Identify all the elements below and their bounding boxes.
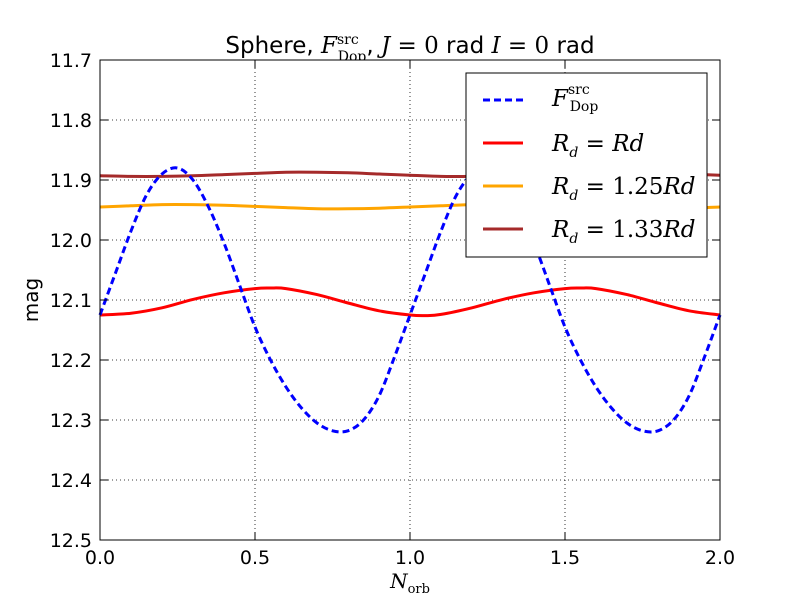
axis-ticks xyxy=(99,59,721,541)
series-rd-line xyxy=(99,286,721,318)
x-tick-label: 1.0 xyxy=(395,547,425,569)
y-tick-label: 12.3 xyxy=(50,410,92,432)
y-tick-label: 12.4 xyxy=(50,470,92,492)
legend-box xyxy=(465,72,708,258)
legend: Fsrc Dop Rd = Rd Rd = 1.25Rd Rd = 1.33Rd xyxy=(465,72,708,258)
legend-label-fdop: Fsrc Dop xyxy=(551,82,598,115)
tick-labels: 0.0 0.5 1.0 1.5 2.0 11.7 11.8 11.9 12.0 12.1 12.2 1… xyxy=(50,50,735,569)
x-tick-label: 0.5 xyxy=(240,547,270,569)
y-tick-label: 12.0 xyxy=(50,230,92,252)
legend-label-rd: Rd = Rd xyxy=(551,131,644,161)
y-axis-label: mag xyxy=(19,278,43,322)
y-tick-label: 11.8 xyxy=(50,110,92,132)
y-tick-label: 12.1 xyxy=(50,290,92,312)
y-tick-label: 12.2 xyxy=(50,350,92,372)
x-tick-label: 1.5 xyxy=(550,547,580,569)
y-tick-label: 11.9 xyxy=(50,170,92,192)
legend-label-rd133: Rd = 1.33Rd xyxy=(551,217,695,247)
series-fdop-line xyxy=(98,166,722,434)
x-tick-label: 0.0 xyxy=(85,547,115,569)
y-tick-label: 12.5 xyxy=(50,530,92,552)
x-tick-label: 2.0 xyxy=(705,547,735,569)
x-axis-label: Norb xyxy=(389,569,430,597)
y-tick-label: 11.7 xyxy=(50,50,92,72)
chart-title: Sphere, Fsrc Dop, J = 0 rad I = 0 rad xyxy=(225,32,594,65)
legend-label-rd125: Rd = 1.25Rd xyxy=(551,174,695,204)
